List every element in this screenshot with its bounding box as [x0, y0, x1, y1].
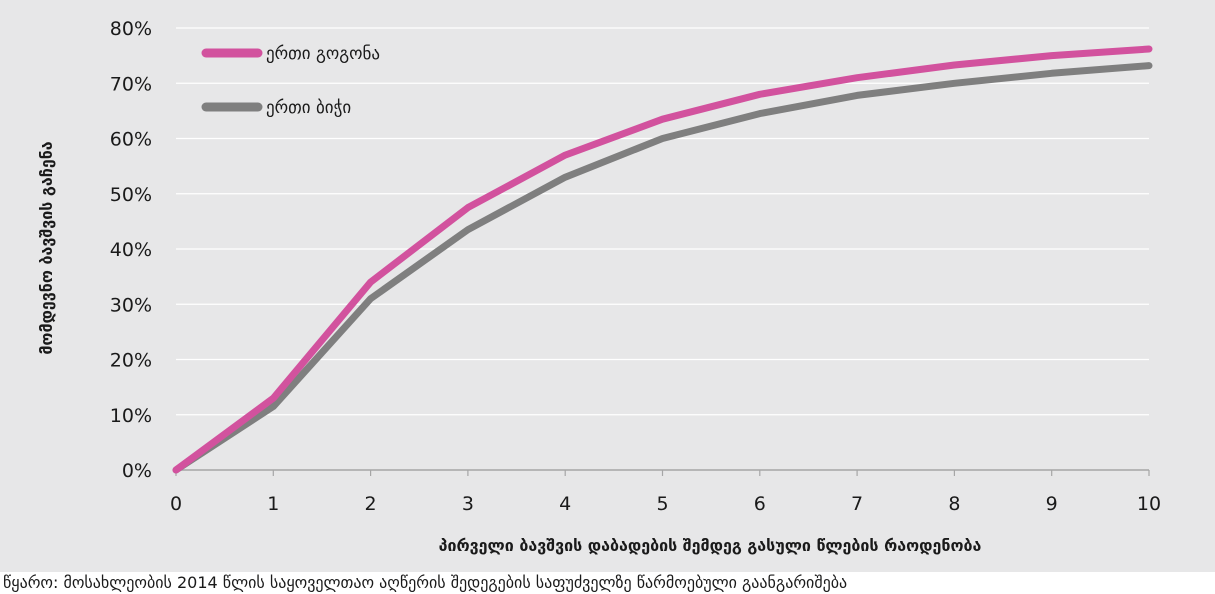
legend: ერთი გოგონა ერთი ბიჭი: [201, 44, 380, 118]
y-tick-label: 40%: [110, 239, 152, 261]
y-tick-label: 20%: [110, 350, 152, 372]
x-tick-label: 7: [851, 493, 863, 515]
x-tick-label: 8: [948, 493, 960, 515]
x-tick-label: 0: [170, 493, 182, 515]
legend-label: ერთი ბიჭი: [266, 98, 351, 118]
y-axis-title: მომდევნო ბავშვის გაჩენა: [37, 141, 56, 354]
y-tick-label: 50%: [110, 184, 152, 206]
y-tick-label: 70%: [110, 73, 152, 95]
source-note: წყარო: მოსახლეობის 2014 წლის საყოველთაო …: [3, 573, 848, 592]
x-tick-label: 6: [754, 493, 766, 515]
y-tick-label: 0%: [122, 460, 152, 482]
x-tick-label: 1: [267, 493, 279, 515]
y-tick-label: 30%: [110, 294, 152, 316]
x-tick-label: 10: [1137, 493, 1161, 515]
y-tick-label: 10%: [110, 405, 152, 427]
x-tick-label: 9: [1046, 493, 1058, 515]
x-tick-label: 2: [365, 493, 377, 515]
x-tick-label: 3: [462, 493, 474, 515]
chart-panel: 0% 10% 20% 30% 40% 50% 60% 70% 80% 0 1 2 3 4 5 6 7 8 9 10 …: [0, 0, 1215, 572]
x-axis-title: პირველი ბავშვის დაბადების შემდეგ გასული …: [439, 536, 982, 555]
y-tick-labels: 0% 10% 20% 30% 40% 50% 60% 70% 80%: [110, 18, 152, 482]
series-lines: [172, 45, 1153, 474]
x-tick-label: 5: [656, 493, 668, 515]
line-chart: 0%10%20%30%40%50%60%70%80% 0 1 2 3 4 5 6 7 8 9 10 …: [37, 18, 1161, 555]
x-tick-labels: 0 1 2 3 4 5 6 7 8 9 10: [170, 470, 1161, 515]
series-line: [172, 45, 1153, 474]
x-tick-label: 4: [559, 493, 571, 515]
gridlines: [176, 27, 1149, 471]
legend-label: ერთი გოგონა: [266, 44, 380, 64]
y-tick-label: 80%: [110, 18, 152, 40]
y-tick-label: 60%: [110, 129, 152, 151]
series-line: [172, 62, 1153, 474]
